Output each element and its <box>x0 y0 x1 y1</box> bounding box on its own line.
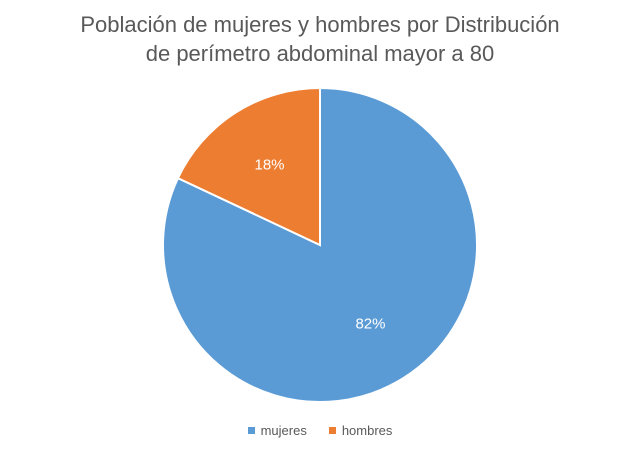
legend-swatch-hombres <box>328 427 336 434</box>
data-label-hombres: 18% <box>255 156 285 173</box>
chart-title-line-2: de perímetro abdominal mayor a 80 <box>145 41 495 66</box>
pie-slice-hombres <box>176 86 321 247</box>
data-label-mujeres: 82% <box>355 316 385 333</box>
chart-title-line-1: Población de mujeres y hombres por Distr… <box>80 12 560 37</box>
legend-item-hombres: hombres <box>328 423 393 438</box>
chart-title: Población de mujeres y hombres por Distr… <box>0 10 640 68</box>
legend-label-hombres: hombres <box>341 423 393 438</box>
legend-label-mujeres: mujeres <box>260 423 307 438</box>
legend-swatch-mujeres <box>247 427 255 434</box>
chart-legend: mujeres hombres <box>0 423 640 438</box>
legend-item-mujeres: mujeres <box>247 423 307 438</box>
